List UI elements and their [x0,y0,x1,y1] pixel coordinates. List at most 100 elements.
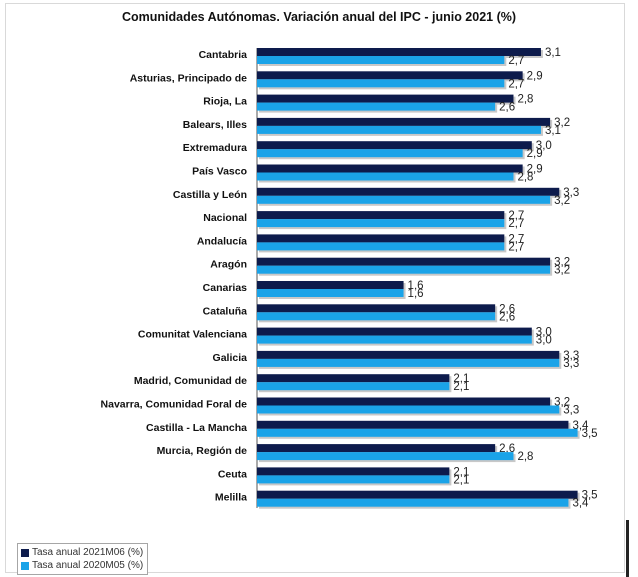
bar-s0-cat-15 [257,397,551,406]
data-label-s0-cat-18: 2,1 [453,466,469,478]
bar-s1-cat-12 [257,335,532,344]
bar-s1-cat-1 [257,79,505,88]
legend-swatch-2020m05 [21,561,29,570]
legend-entry-2020m05: Tasa anual 2020M05 (%) [21,559,143,572]
data-label-s0-cat-8: 2,7 [508,233,524,245]
chart-title: Comunidades Autónomas. Variación anual d… [121,10,517,24]
data-label-s1-cat-9: 3,2 [554,265,570,277]
bar-s1-cat-14 [257,382,450,391]
bar-s1-cat-16 [257,428,578,437]
data-label-s1-cat-18: 2,1 [453,474,469,486]
data-label-s0-cat-19: 3,5 [582,490,598,502]
bar-s0-cat-8 [257,234,505,243]
data-label-s0-cat-14: 2,1 [453,373,469,385]
bar-s1-cat-5 [257,172,514,181]
data-label-s1-cat-5: 2,8 [517,172,533,184]
bar-s0-cat-19 [257,490,578,499]
category-label-cat-2: Rioja, La [203,96,247,108]
bar-s1-cat-19 [257,498,569,507]
bar-s1-cat-7 [257,219,505,228]
category-label-cat-15: Navarra, Comunidad Foral de [101,399,248,411]
bar-s1-cat-15 [257,405,560,414]
bar-s0-cat-10 [257,281,404,289]
chart-legend: Tasa anual 2021M06 (%) Tasa anual 2020M0… [17,543,149,575]
bar-s0-cat-6 [257,187,560,196]
bar-s0-cat-17 [257,444,496,453]
data-label-s1-cat-6: 3,2 [554,195,570,207]
bar-s0-cat-3 [257,117,551,126]
data-label-s0-cat-7: 2,7 [508,210,524,222]
data-label-s1-cat-15: 3,3 [563,405,579,417]
category-label-cat-3: Balears, Illes [183,119,247,131]
data-label-s0-cat-11: 2,6 [499,303,515,315]
data-label-s0-cat-4: 3,0 [536,140,552,152]
bar-s0-cat-16 [257,420,569,429]
category-label-cat-14: Madrid, Comunidad de [134,375,247,387]
data-label-s0-cat-3: 3,2 [554,117,570,129]
data-label-s1-cat-17: 2,8 [517,451,533,463]
data-label-s0-cat-6: 3,3 [563,187,579,199]
bar-s1-cat-8 [257,242,505,251]
data-label-s1-cat-14: 2,1 [453,381,469,393]
category-label-cat-1: Asturias, Principado de [130,72,247,84]
bar-s1-cat-13 [257,358,560,367]
category-label-cat-17: Murcia, Región de [157,445,248,457]
data-label-s1-cat-8: 2,7 [508,241,524,253]
bar-s0-cat-2 [257,94,514,103]
data-label-s0-cat-13: 3,3 [563,350,579,362]
data-label-s0-cat-1: 2,9 [527,70,543,82]
bar-s1-cat-11 [257,312,496,321]
data-label-s1-cat-10: 1,6 [408,288,424,300]
data-label-s0-cat-12: 3,0 [536,327,552,339]
category-label-cat-10: Canarias [203,282,248,294]
data-label-s0-cat-5: 2,9 [527,164,543,176]
data-label-s1-cat-19: 3,4 [572,498,589,510]
bar-s0-cat-14 [257,374,450,383]
category-label-cat-12: Comunitat Valenciana [138,329,247,341]
bar-s1-cat-0 [257,56,505,64]
bar-s0-cat-1 [257,71,523,80]
bar-s0-cat-5 [257,164,523,173]
data-label-s0-cat-9: 3,2 [554,257,570,269]
category-label-cat-18: Ceuta [218,468,247,480]
data-label-s0-cat-10: 1,6 [408,280,424,292]
bar-s1-cat-6 [257,195,551,204]
bar-s1-cat-4 [257,149,523,158]
legend-label-2020m05: Tasa anual 2020M05 (%) [32,560,144,571]
legend-label-2021m06: Tasa anual 2021M06 (%) [32,547,144,558]
bar-s0-cat-13 [257,350,560,359]
bar-s0-cat-11 [257,304,496,313]
category-label-cat-0: Cantabria [199,49,248,61]
data-label-s1-cat-12: 3,0 [536,335,552,347]
category-label-cat-9: Aragón [210,259,247,271]
scrollbar-edge [626,520,629,577]
category-label-cat-19: Melilla [215,492,247,504]
bar-s1-cat-9 [257,265,551,274]
data-label-s0-cat-2: 2,8 [517,94,533,106]
category-label-cat-7: Nacional [203,212,247,224]
data-label-s0-cat-0: 3,1 [545,47,561,59]
bar-s0-cat-4 [257,141,532,150]
data-label-s1-cat-7: 2,7 [508,218,524,230]
category-label-cat-5: País Vasco [192,166,247,178]
category-label-cat-16: Castilla - La Mancha [146,422,247,434]
bar-s0-cat-7 [257,211,505,220]
data-label-s1-cat-1: 2,7 [508,78,524,90]
data-label-s1-cat-13: 3,3 [563,358,579,370]
data-label-s1-cat-11: 2,6 [499,311,515,323]
bar-s0-cat-9 [257,257,551,266]
category-label-cat-6: Castilla y León [173,189,247,201]
bar-s1-cat-18 [257,475,450,484]
category-label-cat-4: Extremadura [183,142,247,154]
bar-s0-cat-18 [257,467,450,476]
bar-s1-cat-3 [257,125,541,134]
bar-s1-cat-10 [257,289,404,297]
category-label-cat-8: Andalucía [197,235,247,247]
data-label-s1-cat-2: 2,6 [499,102,515,114]
data-label-s1-cat-3: 3,1 [545,125,561,137]
legend-entry-2021m06: Tasa anual 2021M06 (%) [21,546,143,559]
bar-s0-cat-12 [257,327,532,336]
bar-s0-cat-0 [257,48,541,56]
bar-s1-cat-17 [257,452,514,461]
